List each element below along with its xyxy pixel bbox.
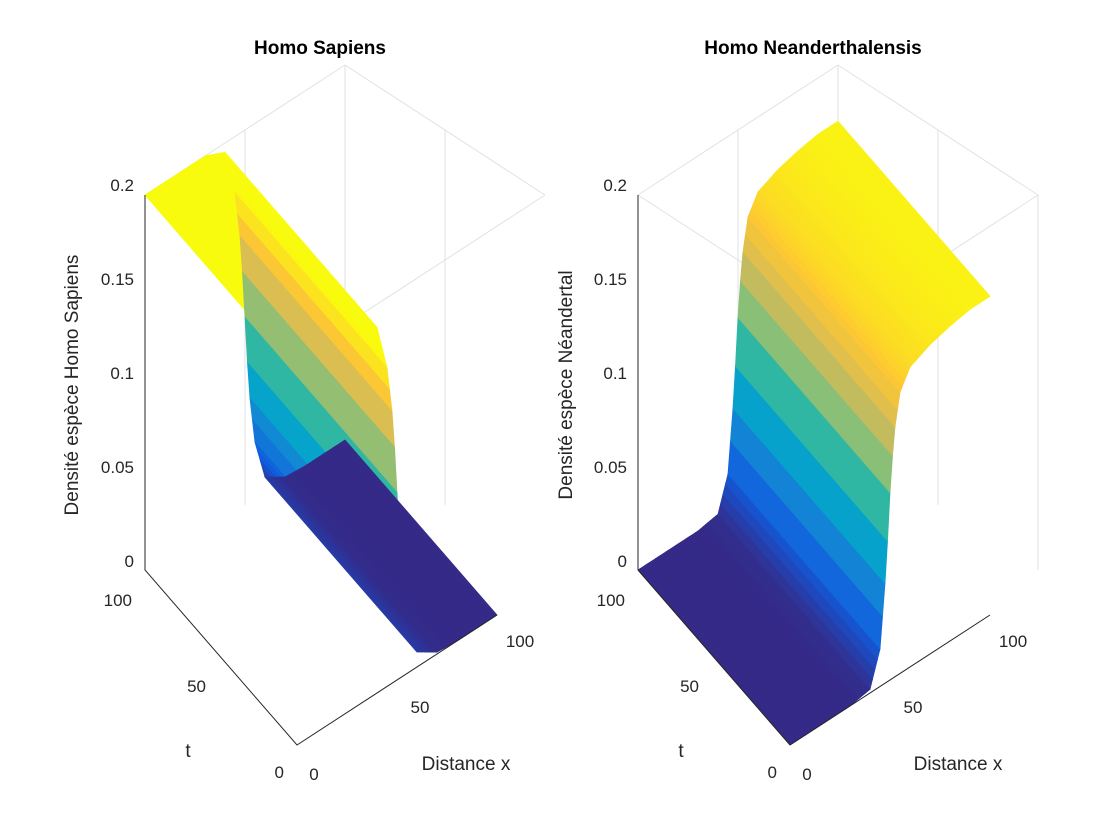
subplot-homo-sapiens: Homo Sapiens Densité espèce Homo Sapiens… (62, 38, 546, 784)
ztick-label: 0.1 (110, 364, 134, 383)
title-sapiens: Homo Sapiens (254, 38, 386, 59)
ztick-label: 0 (618, 552, 627, 571)
ztick-label: 0 (125, 552, 134, 571)
subplot-homo-neanderthalensis: Homo Neanderthalensis Densité espèce Néa… (556, 38, 1039, 784)
yticks-sapiens: 100 50 0 (104, 591, 284, 782)
axes-neanderthalensis (637, 195, 991, 746)
ztick-label: 0.15 (594, 270, 627, 289)
zticks-neanderthalensis: 0.2 0.15 0.1 0.05 0 (594, 176, 627, 571)
zlabel-neanderthalensis: Densité espèce Néandertal (556, 270, 577, 499)
xticks-neanderthalensis: 0 50 100 (802, 632, 1027, 784)
title-neanderthalensis: Homo Neanderthalensis (704, 38, 922, 59)
surface-neanderthalensis (637, 120, 991, 746)
ztick-label: 0.1 (603, 364, 627, 383)
xtick-label: 100 (506, 632, 534, 651)
axes-sapiens (144, 195, 498, 746)
surface-strip (834, 120, 991, 299)
xlabel-neanderthalensis: Distance x (914, 754, 1003, 775)
ylabel-neanderthalensis: t (678, 741, 684, 762)
xtick-label: 0 (802, 765, 811, 784)
xtick-label: 50 (904, 698, 923, 717)
xtick-label: 100 (999, 632, 1027, 651)
ytick-label: 100 (104, 591, 132, 610)
xtick-label: 0 (309, 765, 318, 784)
xlabel-sapiens: Distance x (422, 754, 511, 775)
ytick-label: 0 (768, 763, 777, 782)
xticks-sapiens: 0 50 100 (309, 632, 534, 784)
surface-sapiens (144, 151, 498, 653)
ztick-label: 0.05 (101, 458, 134, 477)
ztick-label: 0.15 (101, 270, 134, 289)
ytick-label: 100 (597, 591, 625, 610)
xtick-label: 50 (411, 698, 430, 717)
ztick-label: 0.2 (110, 176, 134, 195)
ztick-label: 0.05 (594, 458, 627, 477)
zticks-sapiens: 0.2 0.15 0.1 0.05 0 (101, 176, 134, 571)
ytick-label: 0 (275, 763, 284, 782)
yticks-neanderthalensis: 100 50 0 (597, 591, 777, 782)
ztick-label: 0.2 (603, 176, 627, 195)
ytick-label: 50 (680, 677, 699, 696)
ytick-label: 50 (187, 677, 206, 696)
ylabel-sapiens: t (185, 741, 191, 762)
zlabel-sapiens: Densité espèce Homo Sapiens (62, 255, 83, 516)
